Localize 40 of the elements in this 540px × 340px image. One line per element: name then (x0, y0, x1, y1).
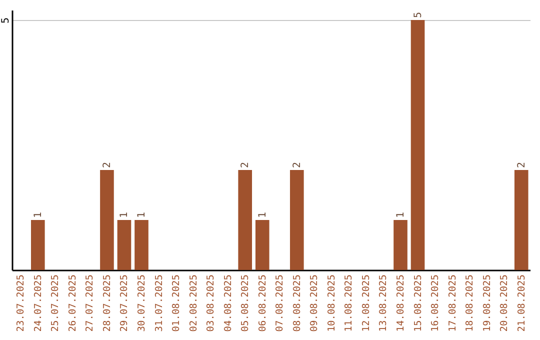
x-tick-label: 31.07.2025 (154, 274, 165, 332)
x-tick-label: 23.07.2025 (16, 274, 27, 332)
x-tick-label: 28.07.2025 (102, 274, 113, 332)
x-tick-label: 08.08.2025 (292, 274, 303, 332)
x-tick-label: 14.08.2025 (396, 274, 406, 332)
data-label: 2 (102, 162, 113, 168)
x-tick-label: 11.08.2025 (344, 274, 355, 332)
x-tick-label: 03.08.2025 (206, 274, 217, 332)
x-tick-label: 25.07.2025 (50, 274, 62, 332)
x-tick-label: 21.08.2025 (516, 274, 528, 332)
data-label: 1 (136, 212, 148, 218)
x-tick-label: 05.08.2025 (240, 274, 252, 332)
data-label: 2 (292, 162, 303, 168)
x-tick-label: 07.08.2025 (274, 274, 286, 332)
x-tick-label: 13.08.2025 (378, 274, 390, 332)
data-label: 1 (32, 212, 44, 218)
data-label: 5 (412, 12, 424, 18)
data-label: 2 (240, 162, 252, 168)
x-tick-label: 06.08.2025 (257, 274, 268, 332)
x-tick-label: 18.08.2025 (464, 274, 476, 332)
x-tick-label: 17.08.2025 (447, 274, 458, 332)
x-tick-label: 15.08.2025 (412, 274, 424, 332)
x-tick-label: 16.08.2025 (430, 274, 442, 332)
x-tick-label: 27.07.2025 (84, 274, 96, 332)
x-tick-label: 29.07.2025 (119, 274, 130, 332)
x-tick-label: 19.08.2025 (482, 274, 493, 332)
x-tick-label: 01.08.2025 (171, 274, 182, 332)
data-label: 2 (516, 162, 528, 168)
x-tick-label: 04.08.2025 (222, 274, 234, 332)
data-label: 1 (396, 212, 406, 218)
data-label: 1 (257, 212, 268, 218)
x-tick-label: 12.08.2025 (360, 274, 372, 332)
data-label: 1 (119, 212, 130, 218)
x-tick-label: 30.07.2025 (136, 274, 148, 332)
x-tick-label: 02.08.2025 (188, 274, 200, 332)
x-tick-label: 20.08.2025 (499, 274, 510, 332)
x-tick-label: 24.07.2025 (32, 274, 44, 332)
x-tick-label: 10.08.2025 (326, 274, 338, 332)
x-tick-label: 09.08.2025 (309, 274, 320, 332)
x-tick-label: 26.07.2025 (67, 274, 78, 332)
